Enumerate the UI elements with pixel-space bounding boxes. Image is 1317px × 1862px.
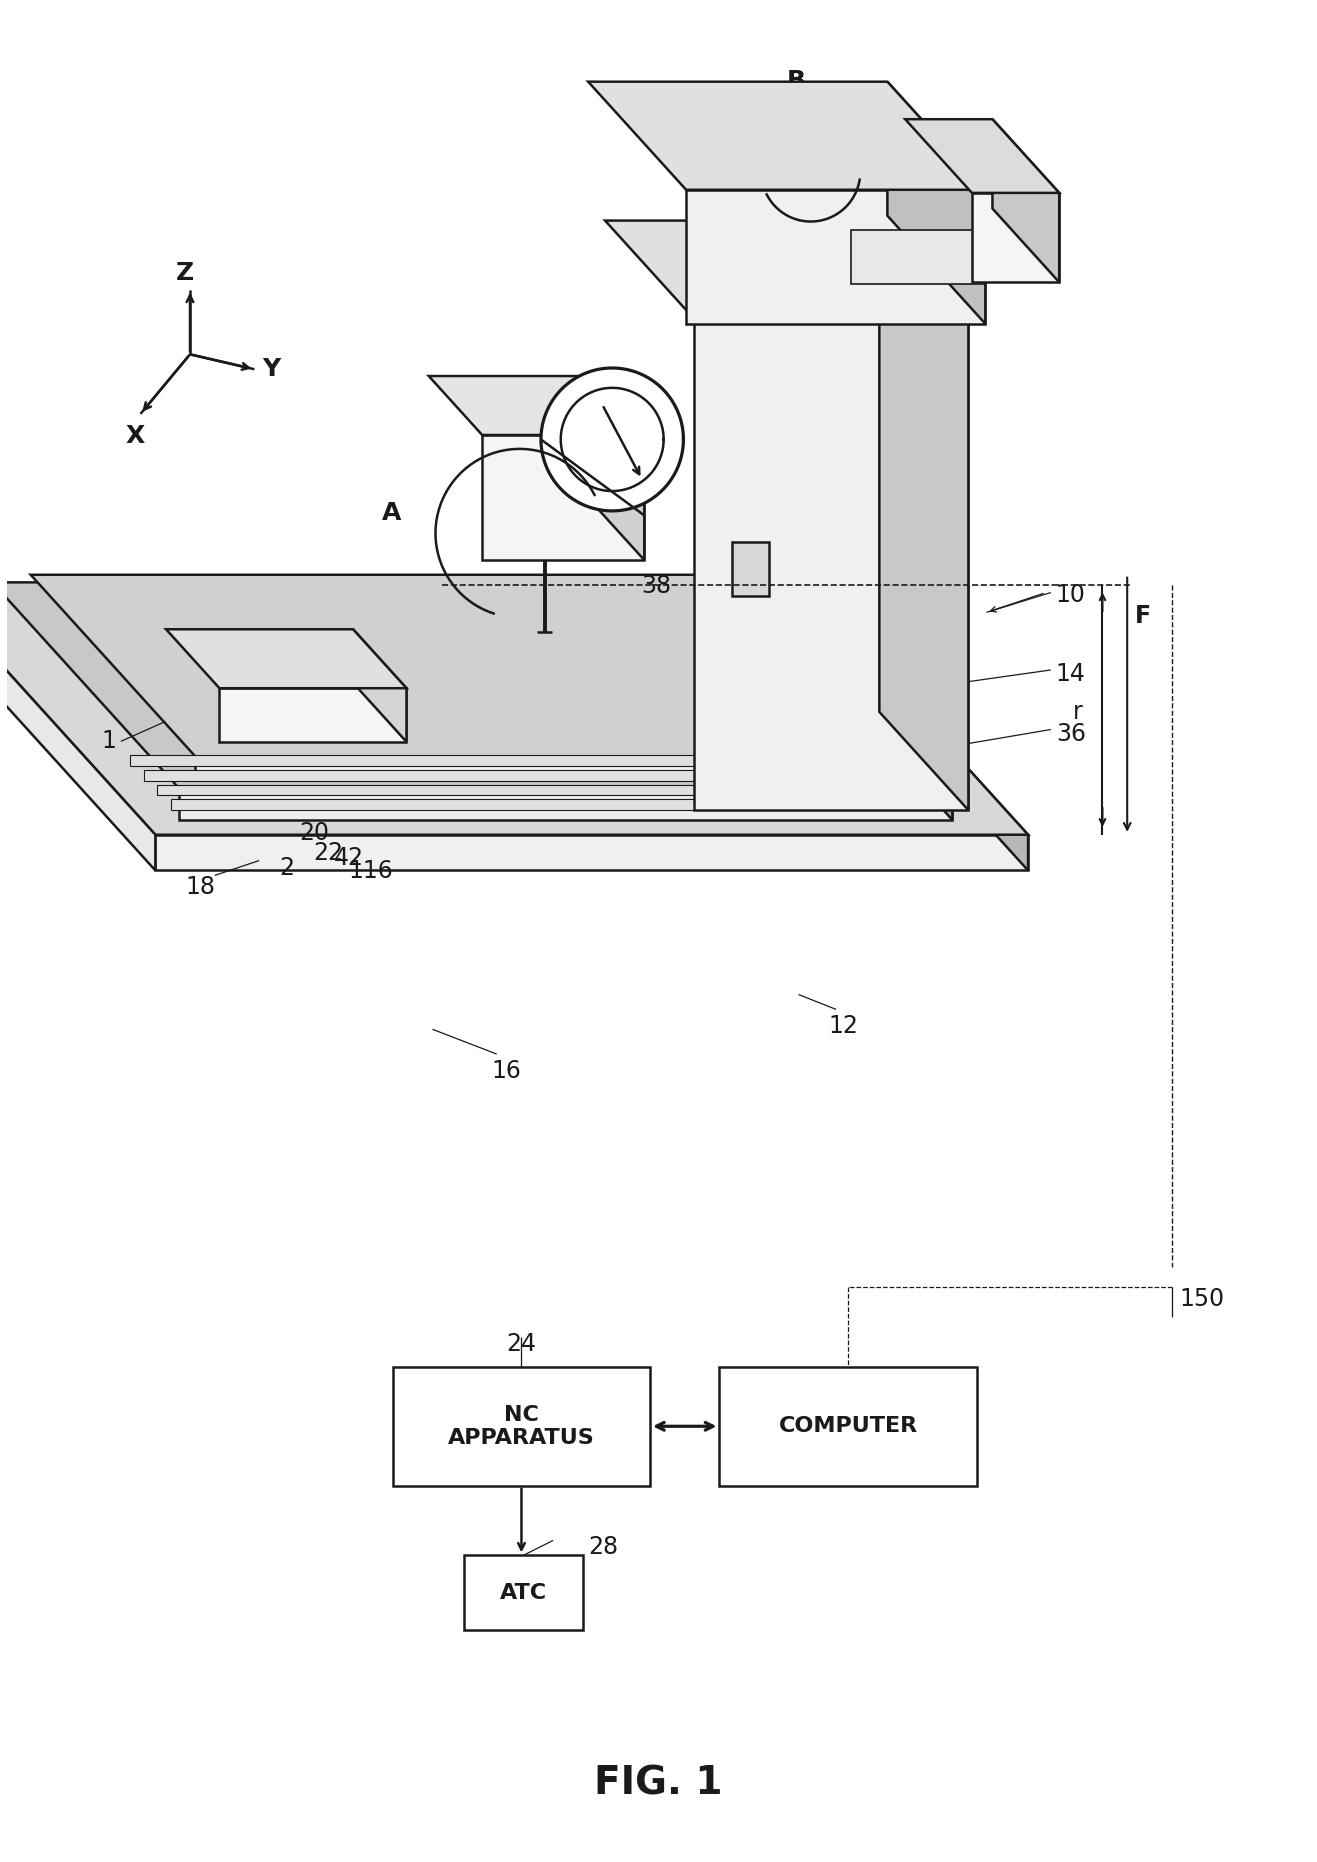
Text: X: X xyxy=(126,425,145,449)
Text: 10: 10 xyxy=(1056,583,1085,607)
Polygon shape xyxy=(0,583,952,789)
Polygon shape xyxy=(993,119,1059,283)
Polygon shape xyxy=(195,756,881,778)
Polygon shape xyxy=(30,575,881,756)
Polygon shape xyxy=(972,194,1059,283)
Polygon shape xyxy=(880,220,968,810)
Text: Y: Y xyxy=(262,358,281,382)
Polygon shape xyxy=(157,784,930,795)
Polygon shape xyxy=(605,220,968,318)
Polygon shape xyxy=(0,588,1029,834)
Polygon shape xyxy=(166,629,407,689)
Text: 1: 1 xyxy=(101,730,116,754)
Text: 16: 16 xyxy=(491,1059,522,1084)
Polygon shape xyxy=(155,834,1029,870)
Polygon shape xyxy=(765,603,930,795)
Bar xyxy=(392,1367,651,1486)
Polygon shape xyxy=(765,603,943,810)
Text: 38: 38 xyxy=(641,573,672,598)
Text: F: F xyxy=(1135,605,1151,629)
Text: r: r xyxy=(1073,700,1083,724)
Text: 116: 116 xyxy=(348,858,392,883)
Text: 18: 18 xyxy=(186,875,215,899)
Text: 150: 150 xyxy=(1180,1287,1225,1311)
Text: COMPUTER: COMPUTER xyxy=(778,1417,918,1436)
Polygon shape xyxy=(905,119,1059,194)
Polygon shape xyxy=(179,789,952,819)
Polygon shape xyxy=(170,799,943,810)
Text: 14: 14 xyxy=(1056,663,1085,685)
Polygon shape xyxy=(353,629,407,741)
Polygon shape xyxy=(686,190,985,324)
Polygon shape xyxy=(144,771,917,780)
Text: 2: 2 xyxy=(279,855,294,879)
Text: 20: 20 xyxy=(299,821,329,845)
Bar xyxy=(719,1367,977,1486)
Text: 28: 28 xyxy=(587,1536,618,1560)
Polygon shape xyxy=(731,542,769,596)
Text: 24: 24 xyxy=(507,1331,536,1356)
Text: Z: Z xyxy=(176,261,194,285)
Polygon shape xyxy=(130,756,903,765)
Text: 42: 42 xyxy=(333,845,363,870)
Text: 22: 22 xyxy=(313,840,344,864)
Text: 40: 40 xyxy=(776,121,806,145)
Polygon shape xyxy=(220,689,407,741)
Polygon shape xyxy=(0,588,155,870)
Polygon shape xyxy=(774,613,917,780)
Text: ATC: ATC xyxy=(500,1583,547,1603)
Polygon shape xyxy=(788,627,903,765)
Polygon shape xyxy=(482,436,644,560)
Text: B: B xyxy=(786,69,806,93)
Polygon shape xyxy=(591,376,644,560)
Polygon shape xyxy=(589,82,985,190)
Polygon shape xyxy=(694,318,968,810)
Bar xyxy=(464,1555,583,1629)
Polygon shape xyxy=(716,575,881,778)
Text: FIG. 1: FIG. 1 xyxy=(594,1765,722,1802)
Polygon shape xyxy=(429,376,644,436)
Polygon shape xyxy=(765,583,952,819)
Polygon shape xyxy=(806,588,1029,870)
Polygon shape xyxy=(851,231,985,283)
Text: NC
APPARATUS: NC APPARATUS xyxy=(448,1404,595,1449)
Text: 36: 36 xyxy=(1056,722,1085,745)
Text: 12: 12 xyxy=(828,1015,859,1039)
Polygon shape xyxy=(541,369,684,510)
Text: A: A xyxy=(382,501,400,525)
Polygon shape xyxy=(888,82,985,324)
